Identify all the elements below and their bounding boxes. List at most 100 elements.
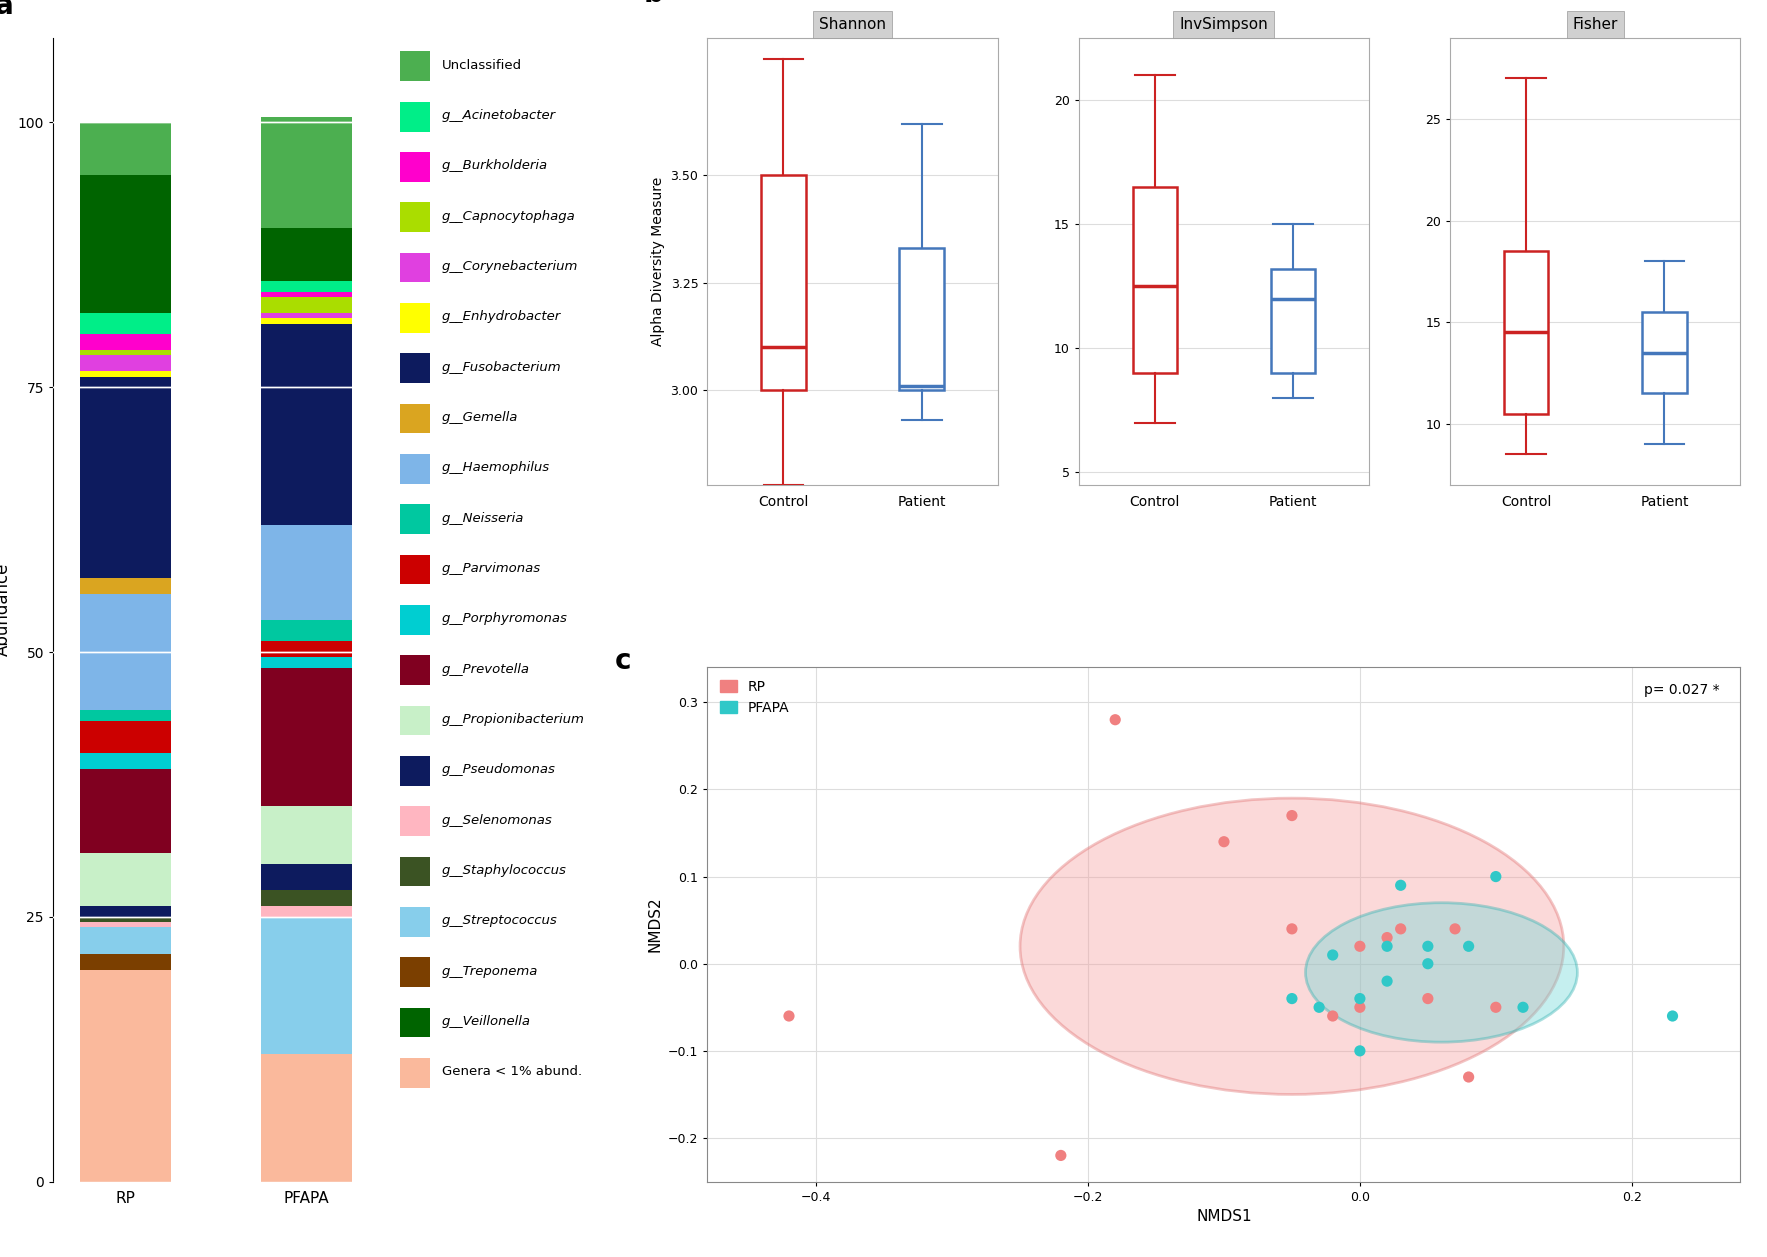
Text: a: a [0,0,12,20]
Bar [262,292,352,297]
Bar [262,117,352,229]
Bar [401,605,429,635]
Point [1387,875,1415,895]
Bar [80,854,171,906]
Text: g__Pseudomonas: g__Pseudomonas [442,763,557,777]
Bar [401,253,429,283]
Text: g__Capnocytophaga: g__Capnocytophaga [442,210,576,222]
Bar [80,578,171,593]
Bar [262,916,352,1055]
Text: b: b [643,0,663,8]
Bar [80,356,171,371]
Bar [80,710,171,720]
Bar [262,641,352,657]
Bar [262,1055,352,1182]
Bar [401,554,429,585]
Point [1454,1067,1483,1087]
Bar [262,657,352,667]
Bar [80,768,171,854]
Text: c: c [615,647,631,675]
Bar [80,593,171,710]
Point [1373,936,1401,957]
Point [1414,988,1442,1008]
Text: g__Acinetobacter: g__Acinetobacter [442,109,557,122]
Point [1373,928,1401,948]
Bar [1642,312,1687,393]
Bar [401,755,429,786]
Bar [80,720,171,753]
Bar [401,1008,429,1037]
Bar [80,176,171,313]
Ellipse shape [1020,798,1564,1095]
Point [1414,954,1442,974]
Point [1046,1145,1074,1165]
Bar [401,655,429,685]
Point [1483,866,1511,886]
Point [1346,988,1375,1008]
Text: g__Enhydrobacter: g__Enhydrobacter [442,310,562,323]
Text: g__Propionibacterium: g__Propionibacterium [442,713,585,727]
Bar [401,353,429,383]
Point [1210,832,1239,852]
Text: g__Burkholderia: g__Burkholderia [442,160,548,172]
Text: g__Corynebacterium: g__Corynebacterium [442,260,578,273]
Bar [762,175,806,390]
Bar [401,705,429,735]
Legend: RP, PFAPA: RP, PFAPA [714,674,795,720]
Bar [80,351,171,356]
Bar [401,303,429,333]
Bar [80,906,171,916]
Bar [262,282,352,292]
Y-axis label: NMDS2: NMDS2 [647,896,663,953]
Bar [401,152,429,182]
Ellipse shape [1306,903,1578,1042]
Bar [401,807,429,836]
Bar [401,454,429,484]
Point [1387,919,1415,939]
Bar [401,102,429,132]
Bar [1133,187,1177,373]
Point [1278,806,1306,826]
Text: Genera < 1% abund.: Genera < 1% abund. [442,1065,581,1079]
Bar [401,202,429,233]
Text: g__Selenomonas: g__Selenomonas [442,813,553,827]
Bar [80,928,171,954]
Bar [262,906,352,916]
Bar [80,916,171,923]
Bar [80,313,171,334]
Bar [80,954,171,969]
Point [1346,1041,1375,1061]
Text: g__Treponema: g__Treponema [442,964,539,978]
Bar [262,890,352,906]
Bar [401,857,429,886]
Text: g__Parvimonas: g__Parvimonas [442,562,541,574]
Text: p= 0.027 *: p= 0.027 * [1645,683,1719,696]
Text: g__Staphylococcus: g__Staphylococcus [442,864,567,877]
Title: Shannon: Shannon [820,18,885,33]
Point [1101,710,1129,730]
Bar [80,753,171,768]
Bar [401,403,429,434]
Bar [262,297,352,313]
Point [1278,988,1306,1008]
Point [1306,997,1334,1017]
Point [1483,997,1511,1017]
Bar [899,249,944,390]
Text: g__Porphyromonas: g__Porphyromonas [442,612,567,625]
Bar [401,52,429,82]
Text: g__Streptococcus: g__Streptococcus [442,914,558,928]
Bar [401,504,429,534]
Text: g__Veillonella: g__Veillonella [442,1014,530,1028]
Y-axis label: Abundance: Abundance [0,563,12,656]
Text: Unclassified: Unclassified [442,59,521,72]
Point [1318,945,1346,965]
Point [776,1006,804,1026]
Text: g__Fusobacterium: g__Fusobacterium [442,361,562,373]
Bar [262,229,352,282]
Bar [80,923,171,928]
Bar [262,313,352,318]
Text: g__Gemella: g__Gemella [442,411,518,424]
Bar [262,806,352,864]
Bar [401,908,429,936]
Bar [262,864,352,890]
